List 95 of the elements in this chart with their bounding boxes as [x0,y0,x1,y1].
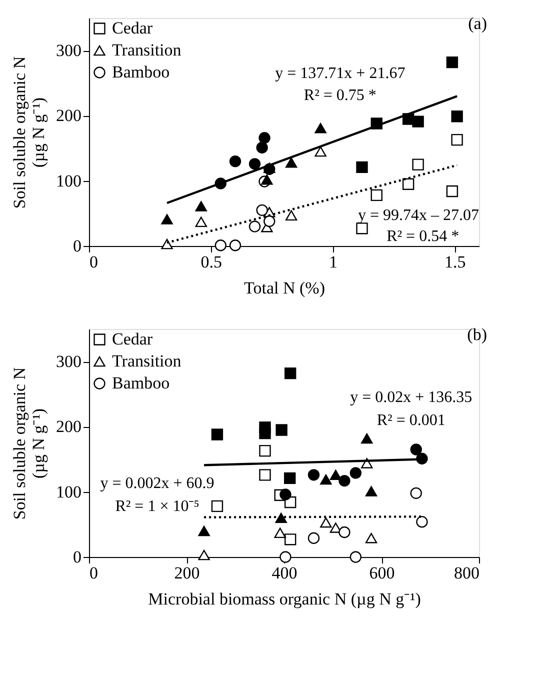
point [365,532,378,544]
point [284,534,296,546]
point [410,487,422,499]
y-axis-title: Soil soluble organic N (µg N g⁻¹) [10,56,48,209]
y-axis-title: Soil soluble organic N (µg N g⁻¹) [10,367,48,520]
annotation: y = 137.71x + 21.67 [275,65,406,82]
x-tick-label: 0 [90,564,98,582]
x-tick-label: 0 [90,252,98,272]
x-tick-label: 400 [272,564,298,582]
point [248,158,261,170]
point [258,132,270,144]
point [410,444,422,456]
chart-title: (a) [468,14,487,33]
annotation: y = 0.002x + 60.9 [100,475,214,492]
x-tick-label: 800 [454,564,480,582]
point [320,474,332,485]
point [229,155,242,168]
x-tick-label: 600 [369,564,395,582]
annotation: R² = 0.001 [376,412,446,429]
legend-label: Bamboo [112,374,170,392]
point [416,516,428,528]
legend-label: Cedar [112,18,153,38]
point [198,550,210,560]
point [274,528,286,538]
x-tick-label: 200 [174,564,200,582]
point [314,146,326,157]
annotation: R² = 1 × 10⁻⁵ [115,498,200,515]
point [195,216,207,228]
point [446,56,458,68]
point [308,469,320,481]
point [284,367,296,380]
y-tick-label: 300 [56,352,82,372]
point [229,240,242,252]
x-axis-title: Total N (%) [244,278,325,298]
point [308,532,320,544]
point [320,517,332,528]
chart-title: (b) [467,325,487,344]
y-tick-label: 300 [56,41,82,60]
point [412,116,424,128]
y-tick-label: 100 [56,171,82,190]
point [451,110,463,122]
point [446,185,458,198]
legend-label: Transition [112,40,182,60]
point [161,214,173,224]
y-tick-label: 200 [56,106,82,126]
point [280,488,292,500]
point [211,428,224,440]
x-tick-label: 1.5 [444,252,466,272]
y-tick-label: 0 [73,548,82,566]
point [284,472,296,484]
point [261,174,273,185]
point [198,526,210,536]
point [248,220,261,232]
point [161,238,173,250]
point [338,474,350,487]
annotation: R² = 0.75 * [304,87,376,104]
annotation: R² = 0.54 * [386,228,460,245]
y-tick-label: 100 [56,482,82,502]
legend-label: Transition [112,352,182,370]
point [361,433,373,444]
point [259,427,271,440]
point [412,158,424,170]
point [195,201,207,212]
point [370,189,382,202]
point [256,142,268,154]
point [451,134,463,146]
point [365,486,378,496]
point [330,470,342,480]
y-tick-label: 0 [73,236,82,256]
annotation: y = 99.74x – 27.07 [358,207,480,224]
point [211,500,224,512]
point [276,424,288,436]
legend-label: Cedar [112,330,153,348]
x-tick-label: 0.5 [200,252,222,272]
point [314,122,326,134]
point [264,215,276,228]
point [350,467,362,479]
point [285,157,298,168]
point [280,551,292,563]
point [214,240,226,252]
point [275,512,287,524]
legend-label: Bamboo [112,62,170,82]
point [338,526,350,538]
annotation: y = 0.02x + 136.35 [350,389,472,406]
point [259,444,271,457]
y-tick-label: 200 [56,417,82,436]
point [259,469,271,481]
point [356,222,368,234]
x-tick-label: 1 [329,252,338,272]
point [350,551,362,563]
point [285,210,298,221]
point [256,204,268,216]
point [356,161,368,174]
point [402,178,414,190]
x-axis-title: Microbial biomass organic N (µg N g⁻¹) [148,590,421,608]
